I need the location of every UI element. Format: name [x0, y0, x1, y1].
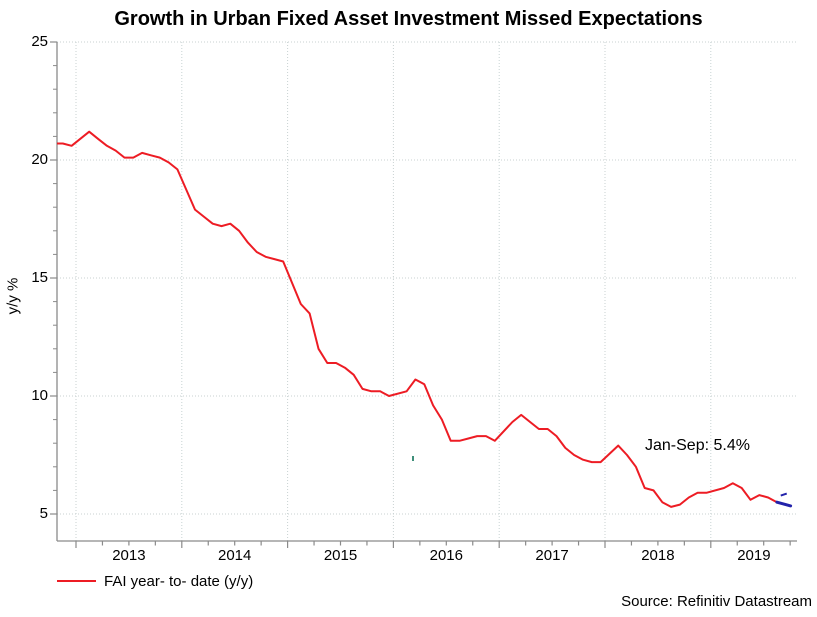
x-tick-label: 2015	[323, 547, 358, 564]
y-tick-label: 15	[31, 269, 48, 286]
latest-value-annotation: Jan-Sep: 5.4%	[645, 437, 750, 454]
y-tick-label: 25	[31, 33, 48, 50]
legend-label: FAI year- to- date (y/y)	[104, 572, 254, 590]
y-tick-label: 20	[31, 151, 48, 168]
latest-value-marker-tick	[780, 492, 788, 497]
fai-line	[57, 130, 787, 508]
stray-gridline-artifact	[412, 456, 414, 461]
chart-title: Growth in Urban Fixed Asset Investment M…	[114, 8, 703, 30]
legend-line-swatch	[57, 580, 96, 582]
x-tick-label: 2018	[641, 547, 675, 564]
x-tick-label: 2019	[737, 547, 771, 564]
legend: FAI year- to- date (y/y)	[57, 571, 253, 591]
latest-value-marker	[775, 500, 793, 508]
x-tick-label: 2017	[535, 547, 569, 564]
y-tick-label: 5	[39, 505, 48, 522]
source-credit: Source: Refinitiv Datastream	[621, 593, 812, 610]
y-tick-label: 10	[31, 387, 48, 404]
x-tick-label: 2014	[218, 547, 252, 564]
x-tick-label: 2013	[112, 547, 146, 564]
x-tick-label: 2016	[429, 547, 463, 564]
